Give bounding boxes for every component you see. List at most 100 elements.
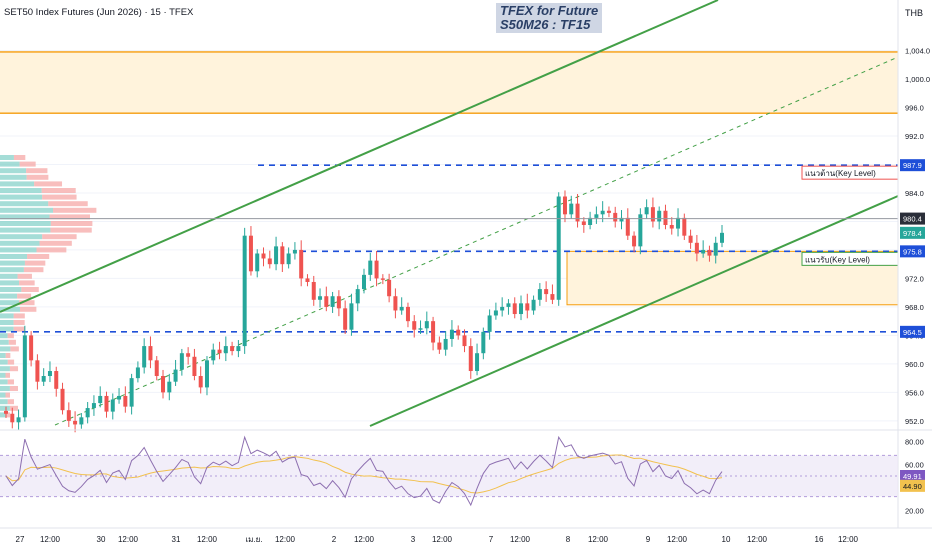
volume-profile-bar-up	[0, 168, 27, 174]
candle-body	[248, 235, 253, 272]
time-tick-label: 7	[489, 535, 494, 544]
volume-profile-bar-up	[0, 214, 50, 220]
watermark-line-2: S50M26 : TF15	[500, 17, 591, 32]
candle-body	[148, 346, 153, 361]
volume-profile-bar-up	[0, 379, 8, 385]
rsi-value-label: 49.91	[903, 472, 922, 481]
volume-profile-bar-up	[0, 386, 10, 391]
candle-body	[142, 346, 147, 368]
price-mark-badge	[900, 226, 925, 239]
candle-body	[663, 210, 668, 225]
volume-profile-bar-up	[0, 227, 51, 233]
candle-body	[556, 196, 561, 300]
time-tick-label: 16	[815, 535, 824, 544]
candle-body	[179, 353, 184, 370]
volume-profile-bar-down	[24, 260, 46, 266]
volume-profile-bar-down	[5, 372, 11, 378]
price-tick-label: 952.0	[905, 417, 924, 426]
candle-body	[35, 360, 40, 382]
candle-body	[261, 253, 266, 259]
candle-body	[10, 413, 15, 423]
candle-body	[544, 289, 549, 295]
time-tick-label: 10	[722, 535, 731, 544]
volume-profile-bar-up	[0, 293, 18, 299]
price-tick-label: 960.0	[905, 360, 924, 369]
volume-profile-bar-down	[20, 306, 37, 312]
volume-profile-bar-down	[13, 320, 25, 325]
candle-body	[468, 346, 473, 372]
time-tick-label: 12:00	[510, 535, 531, 544]
volume-profile-bar-down	[49, 214, 91, 220]
candle-body	[550, 294, 555, 300]
candle-body	[650, 207, 655, 222]
volume-profile-bar-down	[7, 399, 15, 405]
candle-body	[204, 360, 209, 388]
volume-profile-bar-down	[23, 267, 44, 273]
time-tick-label: 12:00	[40, 535, 61, 544]
candle-body	[437, 342, 442, 350]
candle-body	[694, 242, 699, 254]
candle-body	[368, 260, 373, 275]
volume-profile-bar-down	[9, 405, 19, 411]
candle-body	[16, 417, 21, 423]
candle-body	[242, 235, 247, 347]
candle-body	[443, 338, 448, 350]
time-tick-label: 12:00	[747, 535, 768, 544]
volume-profile-bar-up	[0, 273, 18, 279]
volume-profile-bar-up	[0, 405, 10, 411]
symbol-title: SET50 Index Futures (Jun 2026) · 15 · TF…	[4, 7, 194, 18]
volume-profile-bar-up	[0, 353, 6, 358]
volume-profile-bar-down	[13, 155, 26, 160]
volume-profile-bar-down	[27, 254, 50, 259]
time-tick-label: 12:00	[118, 535, 139, 544]
candle-body	[456, 329, 461, 336]
volume-profile-bar-down	[18, 300, 35, 306]
candle-body	[274, 246, 279, 265]
volume-profile-bar-up	[0, 412, 6, 418]
price-mark-badge	[900, 325, 925, 338]
candle-body	[230, 346, 235, 352]
candle-body	[475, 353, 480, 372]
volume-profile-bar-down	[42, 234, 77, 240]
candle-body	[431, 321, 436, 343]
time-tick-label: 12:00	[275, 535, 296, 544]
candles	[4, 190, 724, 433]
volume-profile-bar-up	[0, 300, 19, 306]
rsi-band	[0, 455, 898, 497]
candle-body	[4, 410, 8, 414]
volume-profile-bar-up	[0, 188, 42, 193]
candle-body	[537, 289, 542, 300]
candle-body	[129, 378, 134, 407]
volume-profile-bar-down	[26, 174, 49, 180]
rsi-ma-badge	[900, 479, 925, 492]
volume-profile-bar-down	[19, 161, 36, 167]
candle-body	[449, 329, 454, 339]
candle-body	[606, 210, 611, 213]
volume-profile-bar-down	[7, 379, 15, 385]
resistance-label-text: แนวต้าน(Key Level)	[805, 169, 876, 178]
volume-profile-bar-down	[5, 412, 11, 418]
volume-profile-bar-down	[13, 313, 25, 319]
volume-profile-bar-down	[34, 181, 63, 187]
candle-body	[625, 217, 630, 236]
volume-profile-bar-up	[0, 320, 14, 325]
candle-body	[682, 217, 687, 236]
volume-profile-bar-down	[17, 273, 32, 279]
volume-profile-bar-up	[0, 260, 25, 266]
candle-body	[117, 395, 122, 400]
price-mark-label: 964.5	[903, 328, 922, 337]
volume-profile-bar-down	[21, 287, 39, 292]
price-mark-label: 975.8	[903, 247, 922, 256]
candle-body	[720, 232, 724, 243]
rsi-tick-label: 60.00	[905, 461, 924, 470]
time-tick-label: 31	[172, 535, 181, 544]
candle-body	[305, 278, 310, 282]
candle-body	[380, 278, 385, 280]
candle-body	[324, 296, 329, 307]
candle-body	[311, 281, 316, 300]
volume-profile-bar-down	[39, 240, 72, 246]
volume-profile-bar-down	[9, 366, 19, 372]
price-mark-badge	[900, 159, 925, 172]
candle-body	[211, 349, 216, 361]
